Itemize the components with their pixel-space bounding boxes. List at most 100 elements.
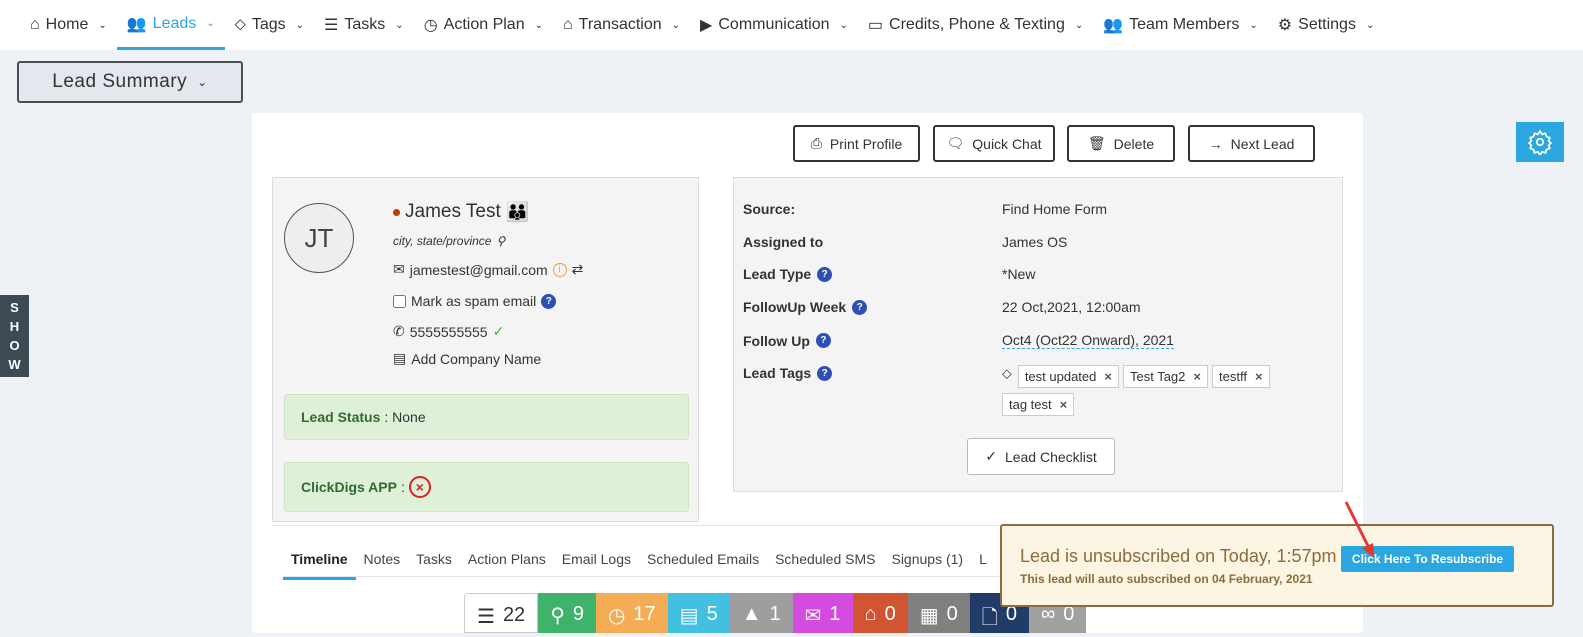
tab-scheduled-emails[interactable]: Scheduled Emails: [647, 551, 760, 567]
nav-item-team-members[interactable]: 👥 Team Members ⌄: [1093, 0, 1268, 50]
info-icon[interactable]: i: [552, 262, 567, 277]
activity-stats: ☰ 22 ⚲ 9 ◷ 17 ▤ 5 ▲ 1 ✉ 1 ⌂ 0 ▦ 0 🗋 0 ∞ 0: [464, 593, 1087, 633]
assigned-value[interactable]: James OS: [1002, 234, 1068, 250]
swap-icon[interactable]: ⇄: [571, 261, 584, 277]
chevron-down-icon: ⌄: [197, 75, 208, 89]
pin-icon: ⚲: [550, 605, 565, 627]
family-icon: 👪: [505, 202, 530, 223]
print-profile-button[interactable]: ⎙ Print Profile: [793, 125, 920, 162]
tab-signups-1-[interactable]: Signups (1): [891, 551, 964, 567]
chevron-down-icon: ⌄: [671, 19, 681, 31]
tag-icon: ⬦: [234, 16, 246, 33]
remove-tag-icon[interactable]: ×: [1059, 397, 1068, 412]
tab-l[interactable]: L: [979, 551, 987, 567]
nav-item-home[interactable]: ⌂ Home ⌄: [20, 0, 117, 50]
avatar-initials: JT: [304, 222, 334, 253]
nav-item-tags[interactable]: ⬦ Tags ⌄: [225, 0, 314, 50]
phone-icon: ✆: [393, 323, 405, 339]
users-icon: 👥: [126, 15, 147, 33]
tag-icon: ⬦: [1002, 365, 1012, 381]
remove-tag-icon[interactable]: ×: [1104, 369, 1112, 384]
unsubscribed-subtitle: This lead will auto subscribed on 04 Feb…: [1020, 572, 1313, 586]
lead-type-value[interactable]: *New: [1002, 266, 1036, 282]
nav-item-credits-phone-texting[interactable]: ▭ Credits, Phone & Texting ⌄: [858, 0, 1093, 50]
calendar-icon: ▦: [919, 605, 939, 627]
nav-label: Action Plan: [443, 16, 525, 33]
chevron-down-icon: ⌄: [206, 18, 215, 29]
help-icon[interactable]: ?: [817, 266, 833, 282]
arrow-icon: ▲: [741, 603, 762, 625]
tab-action-plans[interactable]: Action Plans: [467, 551, 546, 567]
tab-timeline[interactable]: Timeline: [283, 545, 356, 580]
tag-list: ⬦ test updated × Test Tag2 × testff × tag test ×: [1002, 365, 1312, 416]
followup-week-label: FollowUp Week?: [743, 299, 1002, 315]
tab-email-logs[interactable]: Email Logs: [561, 551, 632, 567]
mail-icon: ✉: [393, 261, 405, 277]
tag-label: Test Tag2: [1129, 369, 1186, 384]
tab-tasks[interactable]: Tasks: [416, 551, 452, 567]
source-row: Source: Find Home Form: [743, 201, 1107, 217]
stat-item[interactable]: ✉ 1: [792, 593, 853, 633]
stat-count: 0: [946, 603, 958, 625]
spam-checkbox[interactable]: [393, 294, 406, 308]
lead-name: James Test: [405, 201, 501, 222]
chevron-down-icon: ⌄: [1249, 19, 1258, 31]
list-icon: ☰: [324, 17, 339, 34]
followup-week-row: FollowUp Week? 22 Oct,2021, 12:00am: [743, 299, 1141, 315]
remove-tag-icon[interactable]: ×: [1254, 369, 1263, 384]
nav-item-tasks[interactable]: ☰ Tasks ⌄: [314, 0, 414, 50]
delete-button[interactable]: 🗑 Delete: [1067, 125, 1175, 162]
tag-label: testff: [1218, 369, 1247, 384]
source-label: Source:: [743, 201, 796, 217]
divider: [283, 576, 1003, 577]
followup-value[interactable]: Oct4 (Oct22 Onward), 2021: [1002, 332, 1174, 349]
lead-email[interactable]: jamestest@gmail.com: [409, 261, 548, 278]
nav-item-leads[interactable]: 👥 Leads ⌄: [116, 0, 225, 50]
stat-item[interactable]: ▲ 1: [729, 593, 793, 633]
lead-checklist-button[interactable]: ✓ Lead Checklist: [967, 438, 1115, 475]
stat-item[interactable]: ☰ 22: [464, 593, 539, 633]
help-icon[interactable]: ?: [817, 365, 833, 381]
unsubscribed-title: Lead is unsubscribed on Today, 1:57pm: [1020, 546, 1337, 566]
nav-item-communication[interactable]: ▶ Communication ⌄: [690, 0, 858, 50]
help-icon[interactable]: ?: [541, 293, 557, 309]
lead-status-value[interactable]: None: [392, 409, 426, 425]
nav-item-transaction[interactable]: ⌂ Transaction ⌄: [553, 0, 690, 50]
trash-icon: 🗑: [1087, 135, 1106, 151]
help-icon[interactable]: ?: [852, 299, 868, 315]
verified-check-icon[interactable]: ✓: [492, 323, 505, 339]
remove-tag-icon[interactable]: ×: [1193, 369, 1201, 384]
chevron-down-icon: ⌄: [295, 19, 305, 31]
next-lead-button[interactable]: → Next Lead: [1188, 125, 1315, 162]
house-icon: ⌂: [864, 603, 877, 625]
stat-count: 1: [769, 603, 781, 625]
mail-icon: ✉: [804, 605, 822, 627]
doc-icon: ▤: [679, 605, 699, 627]
team-icon: 👥: [1103, 17, 1124, 34]
stat-item[interactable]: ⚲ 9: [538, 593, 596, 633]
nav-item-settings[interactable]: ⚙ Settings ⌄: [1268, 0, 1385, 50]
stat-item[interactable]: ▦ 0: [907, 593, 970, 633]
assigned-row: Assigned to James OS: [743, 234, 1067, 250]
show-letter: O: [9, 338, 20, 353]
stat-item[interactable]: ⌂ 0: [852, 593, 908, 633]
nav-label: Transaction: [578, 16, 662, 33]
lead-summary-dropdown[interactable]: Lead Summary ⌄: [17, 61, 243, 103]
resubscribe-button[interactable]: Click Here To Resubscribe: [1341, 546, 1514, 572]
nav-item-action-plan[interactable]: ◷ Action Plan ⌄: [414, 0, 553, 50]
lead-phone[interactable]: 5555555555: [409, 323, 488, 340]
settings-gear-button[interactable]: [1516, 122, 1564, 162]
map-pin-icon: ⚲: [496, 234, 506, 248]
followup-week-text: FollowUp Week: [743, 299, 847, 315]
tab-notes[interactable]: Notes: [363, 551, 401, 567]
help-icon[interactable]: ?: [815, 333, 831, 348]
followup-week-value[interactable]: 22 Oct,2021, 12:00am: [1002, 299, 1141, 315]
stat-item[interactable]: ▤ 5: [667, 593, 730, 633]
lead-location[interactable]: city, state/province: [393, 234, 492, 248]
add-company-link[interactable]: Add Company Name: [411, 350, 542, 367]
stat-item[interactable]: ◷ 17: [595, 593, 668, 633]
tab-scheduled-sms[interactable]: Scheduled SMS: [775, 551, 876, 567]
print-label: Print Profile: [829, 135, 903, 152]
quick-chat-button[interactable]: 🗨 Quick Chat: [933, 125, 1055, 162]
